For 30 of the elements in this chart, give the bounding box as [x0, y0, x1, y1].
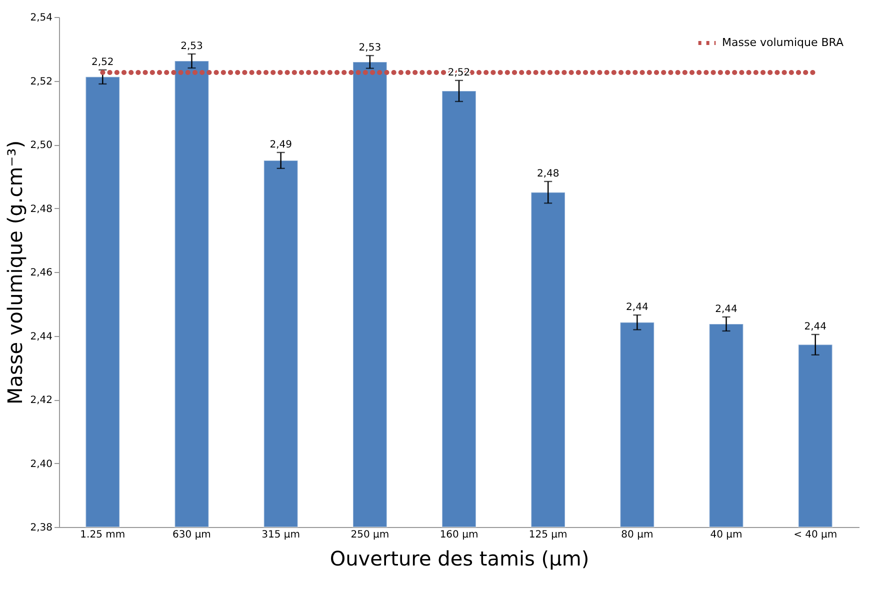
x-tick-label: < 40 µm [794, 530, 838, 540]
data-label: 2,52 [448, 67, 470, 78]
data-label: 2,48 [536, 168, 560, 180]
y-tick-label: 2,46 [30, 268, 52, 278]
x-tick-label: 125 µm [528, 530, 568, 540]
data-label: 2,53 [358, 42, 382, 54]
x-axis-title: Ouverture des tamis (µm) [330, 546, 590, 570]
y-tick-label: 2,44 [30, 331, 52, 342]
x-tick-label: 80 µm [621, 530, 654, 540]
x-tick-label: 315 µm [262, 530, 300, 540]
y-axis-title: Masse volumique (g.cm⁻³) [3, 140, 28, 405]
x-tick-label: 630 µm [172, 530, 211, 540]
y-tick-label: 2,40 [30, 458, 52, 470]
y-tick-label: 2,38 [30, 522, 52, 534]
y-tick-label: 2,54 [30, 12, 52, 24]
y-tick-label: 2,52 [30, 76, 52, 88]
data-label: 2,52 [92, 56, 114, 68]
data-label: 2,53 [180, 40, 203, 52]
data-label: 2,44 [626, 302, 648, 314]
x-tick-label: 1.25 mm [80, 530, 126, 540]
data-label: 2,49 [270, 139, 292, 150]
x-tick-label: 40 µm [710, 530, 742, 540]
legend-label: Masse volumique BRA [722, 36, 844, 49]
data-label: 2,44 [715, 304, 738, 315]
x-tick-label: 250 µm [350, 530, 390, 540]
y-tick-label: 2,42 [30, 395, 52, 406]
data-label: 2,44 [804, 321, 826, 332]
y-tick-label: 2,50 [30, 140, 52, 151]
y-tick-label: 2,48 [30, 204, 52, 215]
x-tick-label: 160 µm [440, 530, 478, 540]
